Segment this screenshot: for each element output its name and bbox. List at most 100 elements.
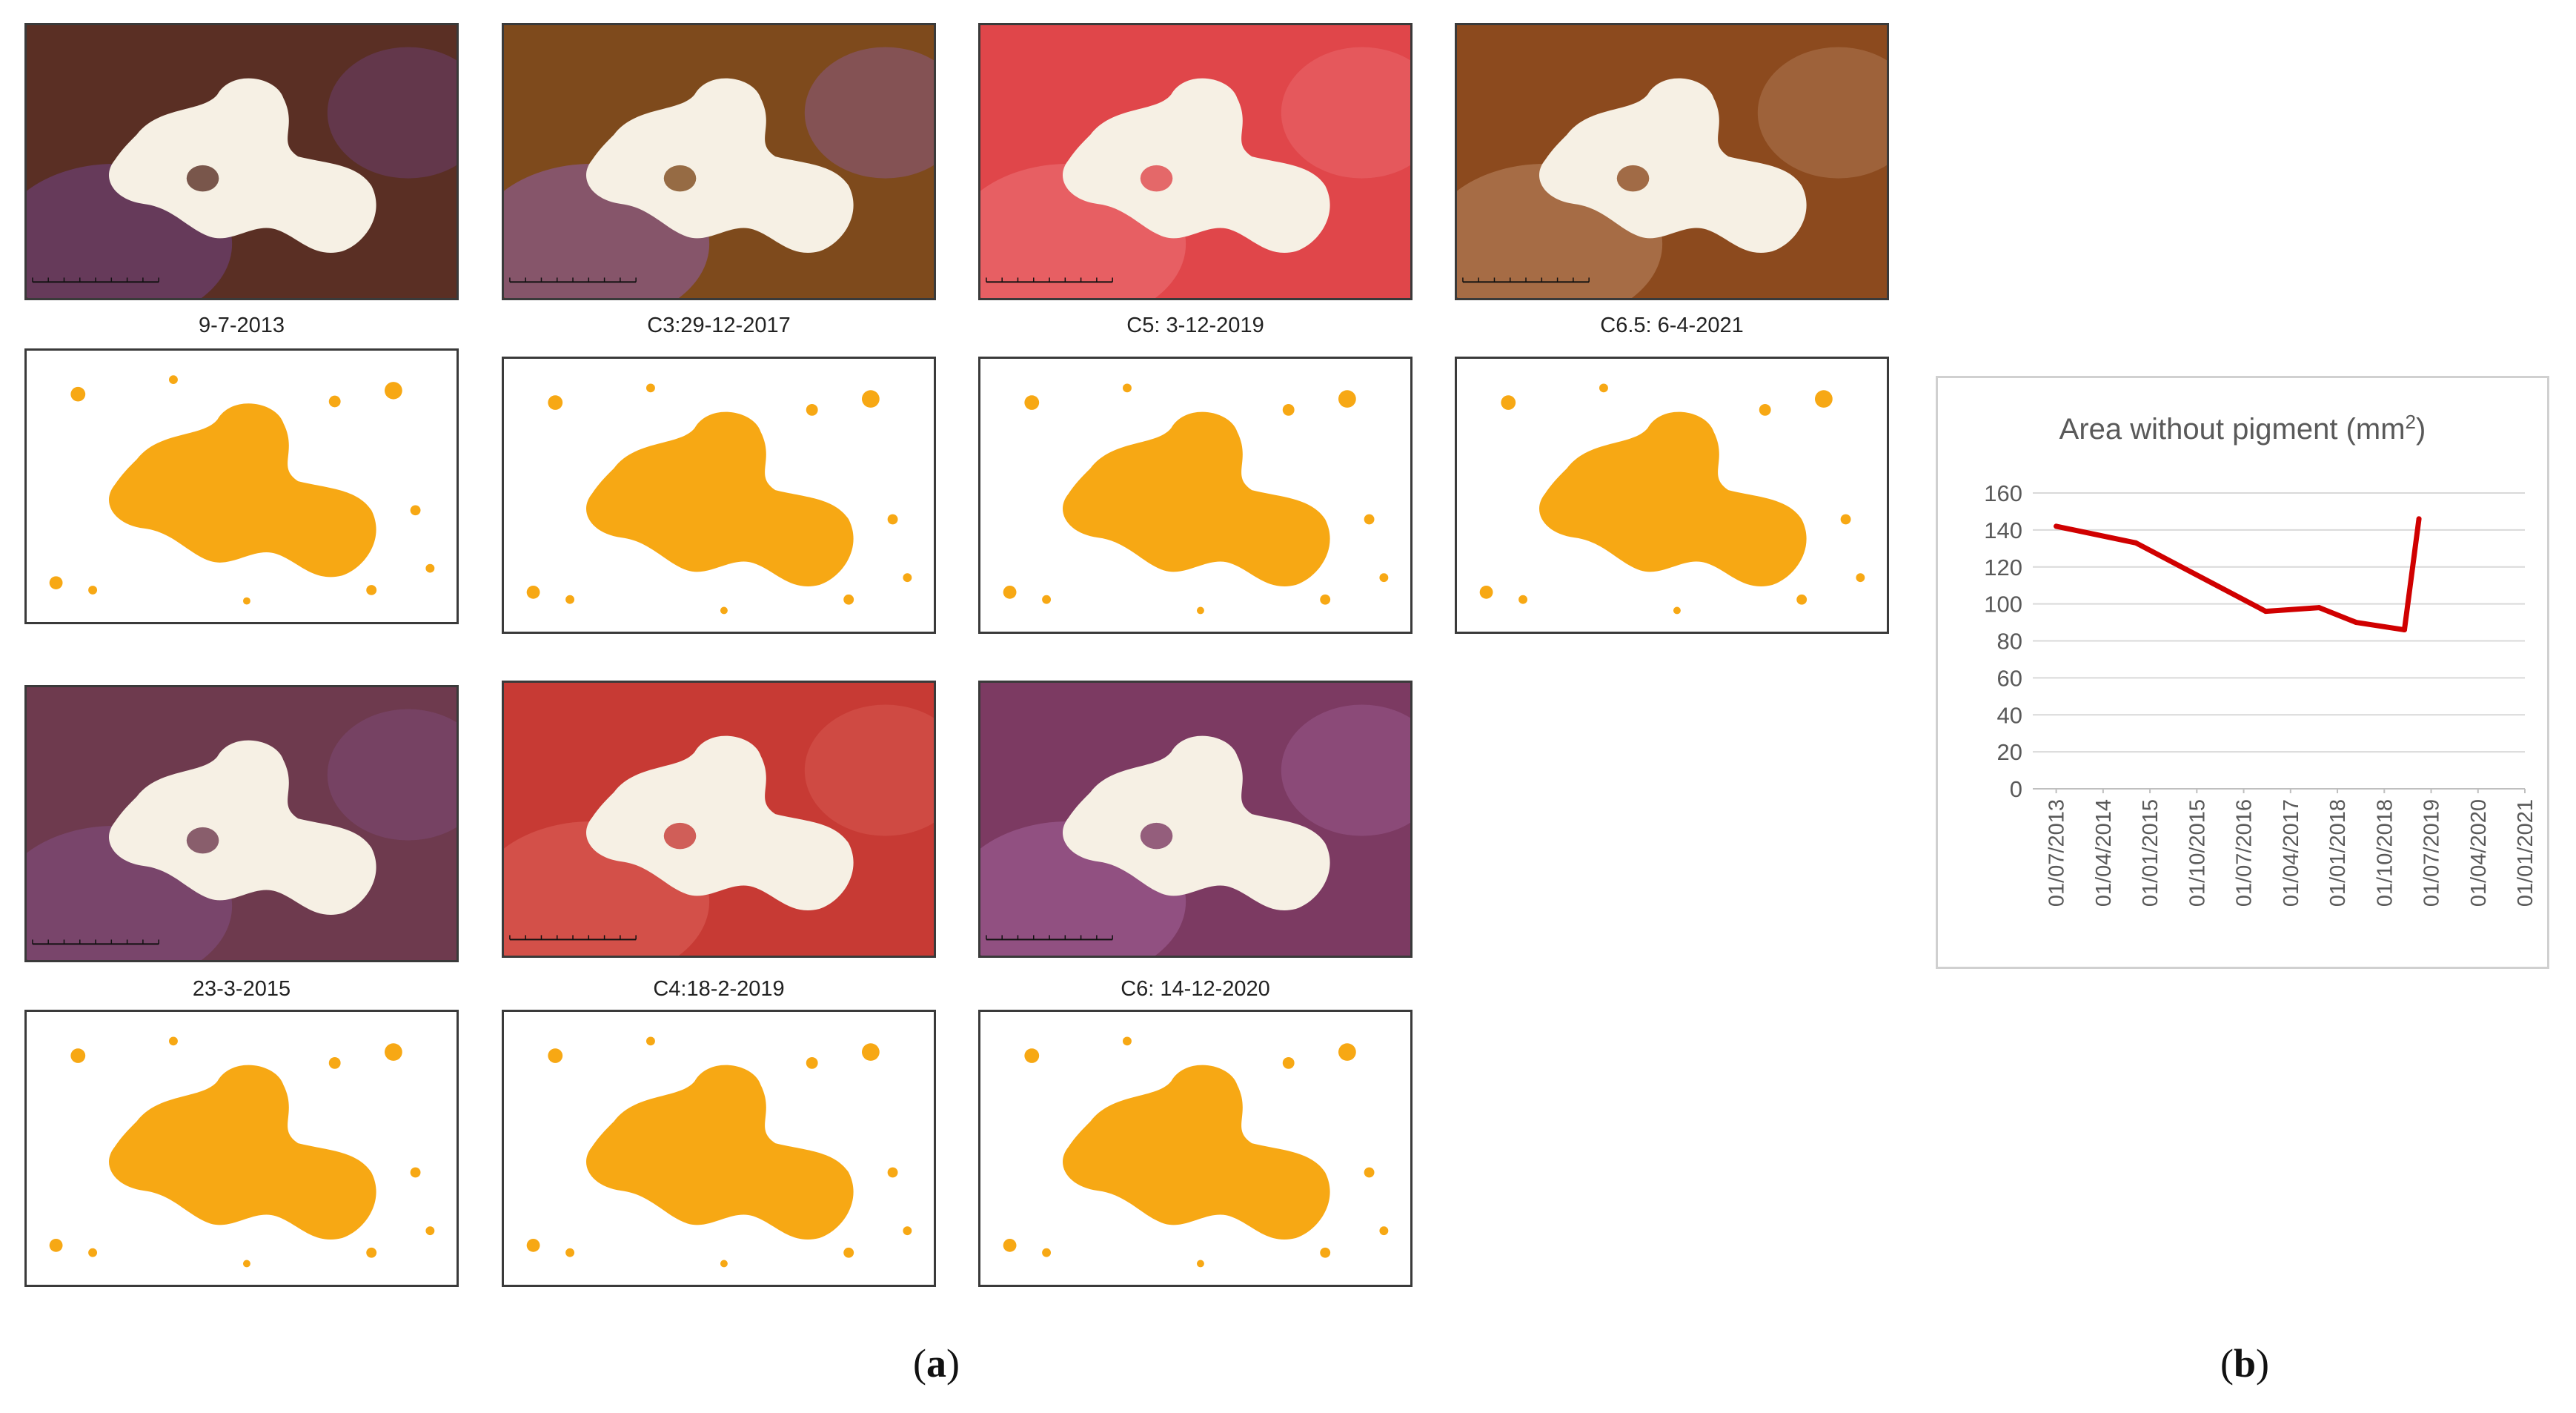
segmented-speck xyxy=(646,383,655,393)
segmented-speck xyxy=(806,404,818,416)
segmented-speck xyxy=(366,1247,377,1258)
pigment-island xyxy=(186,165,219,192)
x-tick-label: 01/07/2019 xyxy=(2420,799,2444,907)
mask-image xyxy=(504,1012,934,1285)
depigmented-area xyxy=(109,740,376,916)
pigment-island xyxy=(1140,822,1173,850)
segmented-speck xyxy=(720,1260,728,1268)
pigment-island xyxy=(1616,165,1650,192)
segmented-speck xyxy=(548,1048,563,1063)
photo-caption: C6: 14-12-2020 xyxy=(1121,977,1270,1001)
depigmented-area xyxy=(109,78,376,254)
series-line xyxy=(2054,516,2422,633)
segmented-speck xyxy=(1379,573,1389,583)
photo-image xyxy=(980,25,1410,298)
segmented-speck xyxy=(425,1226,435,1236)
segmented-speck xyxy=(1479,586,1493,599)
segmented-area xyxy=(1539,411,1807,587)
segmented-speck xyxy=(565,1248,575,1257)
pigment-island xyxy=(186,827,219,854)
pigment-island xyxy=(663,822,697,850)
photo-panel-9-7-2013 xyxy=(24,23,459,300)
segmented-speck xyxy=(88,1248,98,1257)
data-point xyxy=(2416,516,2422,522)
scale-bar xyxy=(1462,277,1590,283)
x-tick-label: 01/01/2015 xyxy=(2139,799,2162,907)
x-tick-label: 01/04/2020 xyxy=(2467,799,2491,907)
x-tick-label: 01/10/2018 xyxy=(2373,799,2397,907)
segmented-area xyxy=(586,411,854,587)
scale-bar xyxy=(986,277,1113,283)
photo-panel-c6 xyxy=(978,681,1413,958)
photo-image xyxy=(1457,25,1887,298)
photo-image xyxy=(27,25,457,298)
skin-texture xyxy=(1281,704,1410,836)
photo-image xyxy=(980,683,1410,956)
depigmented-area xyxy=(1539,78,1807,254)
data-point xyxy=(2353,620,2359,626)
data-point xyxy=(2133,540,2139,546)
scale-bar xyxy=(986,935,1113,941)
data-point xyxy=(2263,609,2268,615)
segmented-speck xyxy=(1599,383,1608,393)
segmented-speck xyxy=(1282,1057,1295,1069)
x-tick-label: 01/04/2017 xyxy=(2280,799,2303,907)
segmented-speck xyxy=(1364,1167,1375,1178)
photo-caption: C6.5: 6-4-2021 xyxy=(1600,314,1744,337)
segmented-speck xyxy=(887,514,898,525)
segmented-speck xyxy=(1282,404,1295,416)
mask-image xyxy=(504,359,934,632)
segmented-speck xyxy=(862,1043,880,1061)
segmented-speck xyxy=(1196,606,1204,615)
segmented-speck xyxy=(646,1036,655,1046)
x-tick-label: 01/04/2014 xyxy=(2092,799,2116,907)
y-tick-label: 40 xyxy=(1997,702,2022,728)
segmented-speck xyxy=(1518,595,1528,604)
segmented-speck xyxy=(1338,1043,1356,1061)
chart-title: Area without pigment (mm2) xyxy=(2059,411,2426,446)
segmented-speck xyxy=(70,1048,86,1063)
segmented-speck xyxy=(1123,1036,1132,1046)
x-tick-label: 01/10/2015 xyxy=(2185,799,2209,907)
scale-bar xyxy=(32,939,159,945)
segmented-area xyxy=(1063,1065,1330,1240)
area-chart: Area without pigment (mm2) 0 20 40 60 80 100 12… xyxy=(1936,376,2549,969)
segmented-speck xyxy=(385,382,402,400)
segmented-speck xyxy=(1024,1048,1040,1063)
y-tick-label: 100 xyxy=(1984,592,2022,618)
data-point xyxy=(2054,523,2059,529)
subfigure-label-b: (b) xyxy=(2220,1341,2270,1386)
subfigure-label-a: (a) xyxy=(913,1341,960,1386)
segmented-speck xyxy=(1003,1239,1017,1252)
segmented-speck xyxy=(1320,1247,1331,1258)
segmented-speck xyxy=(49,576,63,589)
segmented-area xyxy=(109,1065,376,1240)
segmented-speck xyxy=(1815,390,1833,408)
segmented-speck xyxy=(1042,1248,1052,1257)
segmented-area xyxy=(109,403,376,578)
data-point xyxy=(2401,627,2407,633)
scale-bar xyxy=(509,935,637,941)
area-chart-svg: Area without pigment (mm2) 0 20 40 60 80 100 12… xyxy=(1984,411,2537,907)
skin-texture xyxy=(1757,47,1887,179)
segmented-speck xyxy=(410,1167,421,1178)
segmented-speck xyxy=(903,1226,912,1236)
segmented-speck xyxy=(1003,586,1017,599)
segmented-speck xyxy=(1501,395,1516,410)
mask-image xyxy=(1457,359,1887,632)
mask-panel xyxy=(502,357,936,634)
segmented-speck xyxy=(1123,383,1132,393)
depigmented-area xyxy=(1063,735,1330,911)
segmented-speck xyxy=(49,1239,63,1252)
segmented-speck xyxy=(1759,404,1771,416)
y-tick-label: 80 xyxy=(1997,629,2022,655)
segmented-speck xyxy=(366,585,377,595)
pigment-island xyxy=(663,165,697,192)
photo-image xyxy=(504,25,934,298)
x-tick-label: 01/01/2018 xyxy=(2326,799,2350,907)
x-tick-label: 01/01/2021 xyxy=(2514,799,2537,907)
mask-panel xyxy=(1455,357,1889,634)
segmented-speck xyxy=(169,1036,178,1046)
x-tick-label: 01/07/2013 xyxy=(2045,799,2069,907)
segmented-speck xyxy=(565,595,575,604)
